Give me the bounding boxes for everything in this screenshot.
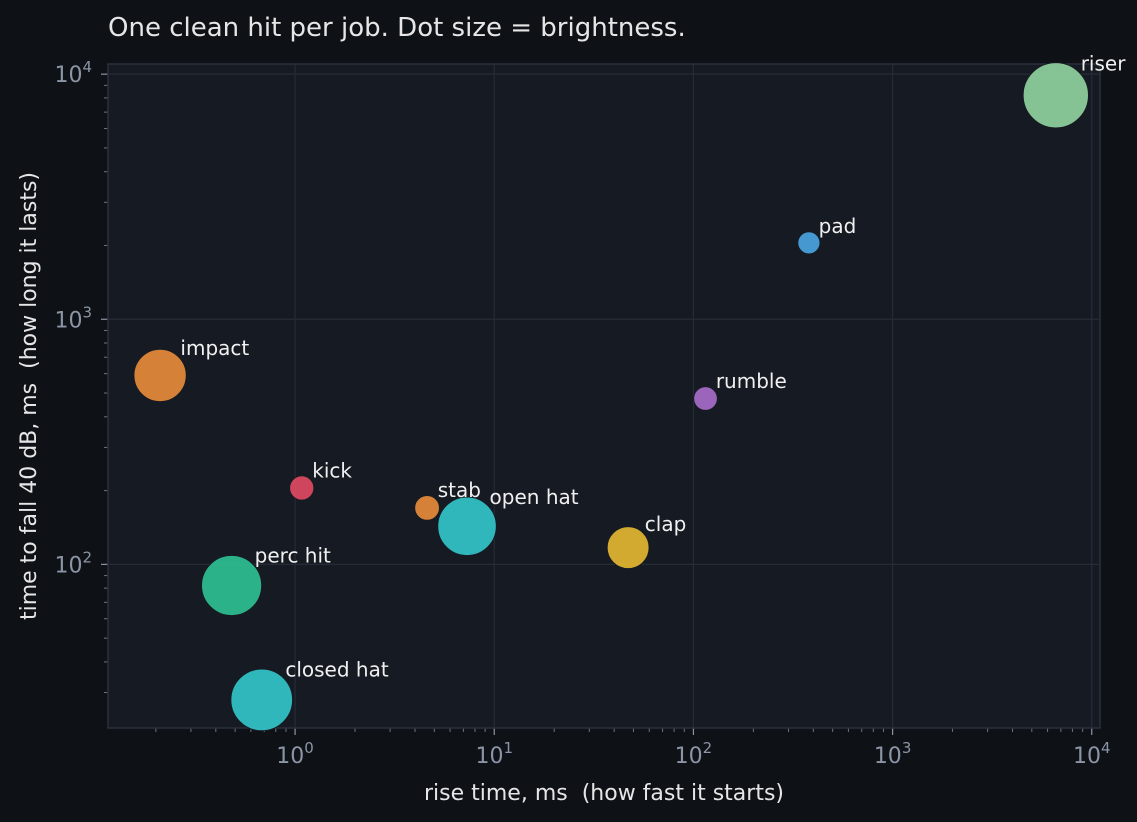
point-rumble — [693, 386, 718, 411]
chart-title: One clean hit per job. Dot size = bright… — [108, 13, 686, 43]
point-label-perc-hit: perc hit — [255, 543, 331, 567]
point-label-impact: impact — [180, 336, 249, 360]
x-axis-label: rise time, ms (how fast it starts) — [424, 781, 784, 806]
plot-area — [108, 64, 1100, 728]
point-impact — [133, 348, 187, 403]
grid-lines — [108, 64, 1100, 728]
y-axis-label: time to fall 40 dB, ms (how long it last… — [17, 172, 42, 620]
point-label-rumble: rumble — [716, 369, 787, 393]
point-kick — [289, 475, 315, 501]
point-label-stab: stab — [438, 478, 481, 502]
point-label-kick: kick — [312, 458, 352, 482]
x-tick-label: 103 — [874, 739, 912, 769]
y-tick-label: 103 — [54, 303, 92, 333]
point-perc-hit — [200, 554, 263, 617]
point-label-clap: clap — [645, 512, 687, 536]
point-stab — [414, 494, 441, 521]
point-open-hat — [437, 496, 497, 557]
point-clap — [606, 526, 650, 570]
point-label-closed-hat: closed hat — [285, 657, 388, 681]
y-tick-labels: 102 103 104 — [54, 58, 92, 578]
plot-frame — [107, 63, 1101, 729]
x-tick-labels: 100 101 102 103 104 — [276, 739, 1110, 769]
data-points — [133, 62, 1090, 732]
y-tick-label: 104 — [54, 58, 92, 88]
point-pad — [797, 231, 821, 255]
x-tick-label: 104 — [1073, 739, 1111, 769]
point-riser — [1022, 62, 1090, 129]
point-closed-hat — [230, 668, 294, 732]
x-tick-label: 100 — [276, 739, 314, 769]
x-tick-label: 101 — [475, 739, 513, 769]
x-tick-label: 102 — [675, 739, 713, 769]
point-label-open-hat: open hat — [490, 485, 579, 509]
y-tick-label: 102 — [54, 548, 92, 578]
point-label-riser: riser — [1081, 51, 1127, 75]
point-labels: riser pad impact rumble kick stab open hat clap… — [180, 51, 1126, 681]
point-label-pad: pad — [819, 214, 857, 238]
